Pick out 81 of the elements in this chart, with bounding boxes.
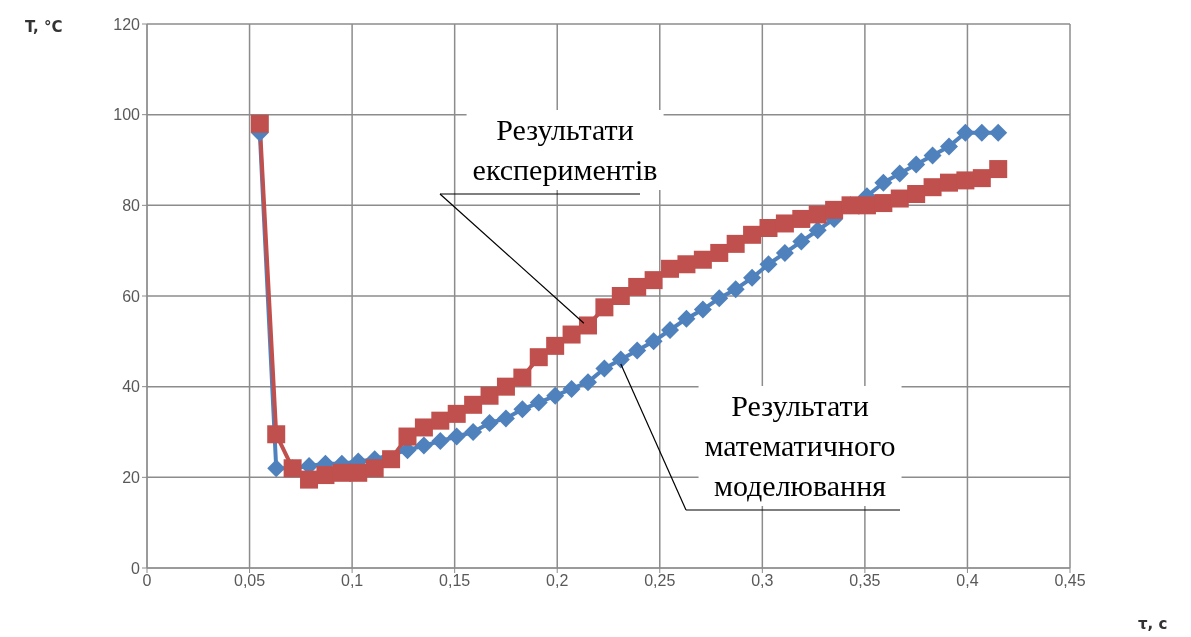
point bbox=[874, 173, 893, 192]
point bbox=[808, 221, 827, 240]
point bbox=[743, 225, 762, 244]
point bbox=[989, 160, 1008, 179]
y-tick-label: 100 bbox=[113, 106, 141, 124]
point bbox=[496, 409, 515, 428]
point bbox=[546, 386, 565, 405]
point bbox=[382, 450, 401, 469]
point bbox=[792, 232, 811, 251]
point bbox=[743, 268, 762, 287]
point bbox=[775, 243, 794, 262]
y-tick-label: 60 bbox=[122, 287, 141, 305]
point bbox=[447, 427, 466, 446]
point bbox=[956, 123, 975, 142]
point bbox=[447, 404, 466, 423]
point bbox=[250, 114, 269, 133]
point bbox=[496, 377, 515, 396]
point bbox=[300, 470, 319, 489]
point bbox=[480, 413, 499, 432]
x-axis-title: τ, с bbox=[1138, 615, 1168, 633]
x-tick-label: 0,2 bbox=[546, 572, 569, 590]
point bbox=[939, 137, 958, 156]
x-tick-label: 0,15 bbox=[439, 572, 471, 590]
x-tick-label: 0,4 bbox=[956, 572, 979, 590]
x-tick-label: 0,35 bbox=[849, 572, 881, 590]
point bbox=[578, 373, 597, 392]
x-tick-label: 0 bbox=[142, 572, 152, 590]
point bbox=[562, 325, 581, 344]
point bbox=[595, 298, 614, 317]
point bbox=[907, 155, 926, 174]
point bbox=[611, 350, 630, 369]
point bbox=[464, 395, 483, 414]
annotation: Результати експериментів bbox=[466, 110, 664, 190]
annotation: Результати математичного моделювання bbox=[698, 386, 902, 506]
point bbox=[480, 386, 499, 405]
point bbox=[726, 280, 745, 299]
point bbox=[365, 459, 384, 478]
point bbox=[661, 321, 680, 339]
point bbox=[414, 418, 433, 437]
point bbox=[513, 368, 532, 387]
y-tick-label: 20 bbox=[122, 469, 141, 487]
point bbox=[578, 316, 597, 335]
point bbox=[529, 348, 548, 367]
point bbox=[562, 379, 581, 398]
point bbox=[628, 341, 647, 360]
point bbox=[989, 123, 1008, 142]
point bbox=[628, 277, 647, 296]
y-tick-label: 120 bbox=[113, 15, 141, 33]
y-axis-title: T, °C bbox=[25, 18, 63, 36]
point bbox=[267, 459, 286, 478]
point bbox=[677, 309, 696, 328]
point bbox=[644, 332, 663, 351]
y-tick-label: 0 bbox=[131, 559, 141, 577]
point bbox=[890, 164, 909, 183]
point bbox=[710, 243, 729, 262]
point bbox=[431, 432, 450, 451]
x-tick-label: 0,1 bbox=[340, 572, 364, 590]
x-tick-label: 0,05 bbox=[233, 572, 266, 590]
point bbox=[546, 336, 565, 355]
point bbox=[661, 259, 680, 278]
point bbox=[644, 271, 663, 290]
point bbox=[972, 169, 991, 188]
y-tick-label: 40 bbox=[122, 378, 141, 396]
point bbox=[398, 427, 417, 446]
point bbox=[759, 255, 778, 274]
point bbox=[529, 393, 548, 412]
point bbox=[595, 359, 614, 378]
point bbox=[972, 123, 991, 142]
point bbox=[726, 234, 745, 253]
point bbox=[513, 400, 532, 419]
point bbox=[414, 436, 433, 455]
x-tick-label: 0,3 bbox=[751, 572, 774, 590]
x-tick-label: 0,25 bbox=[644, 572, 676, 590]
y-tick-label: 80 bbox=[122, 197, 141, 215]
point bbox=[611, 287, 630, 305]
point bbox=[267, 425, 286, 444]
point bbox=[710, 289, 729, 308]
x-tick-label: 0,45 bbox=[1054, 572, 1086, 590]
point bbox=[464, 423, 483, 441]
point bbox=[693, 300, 712, 319]
point bbox=[923, 146, 942, 165]
